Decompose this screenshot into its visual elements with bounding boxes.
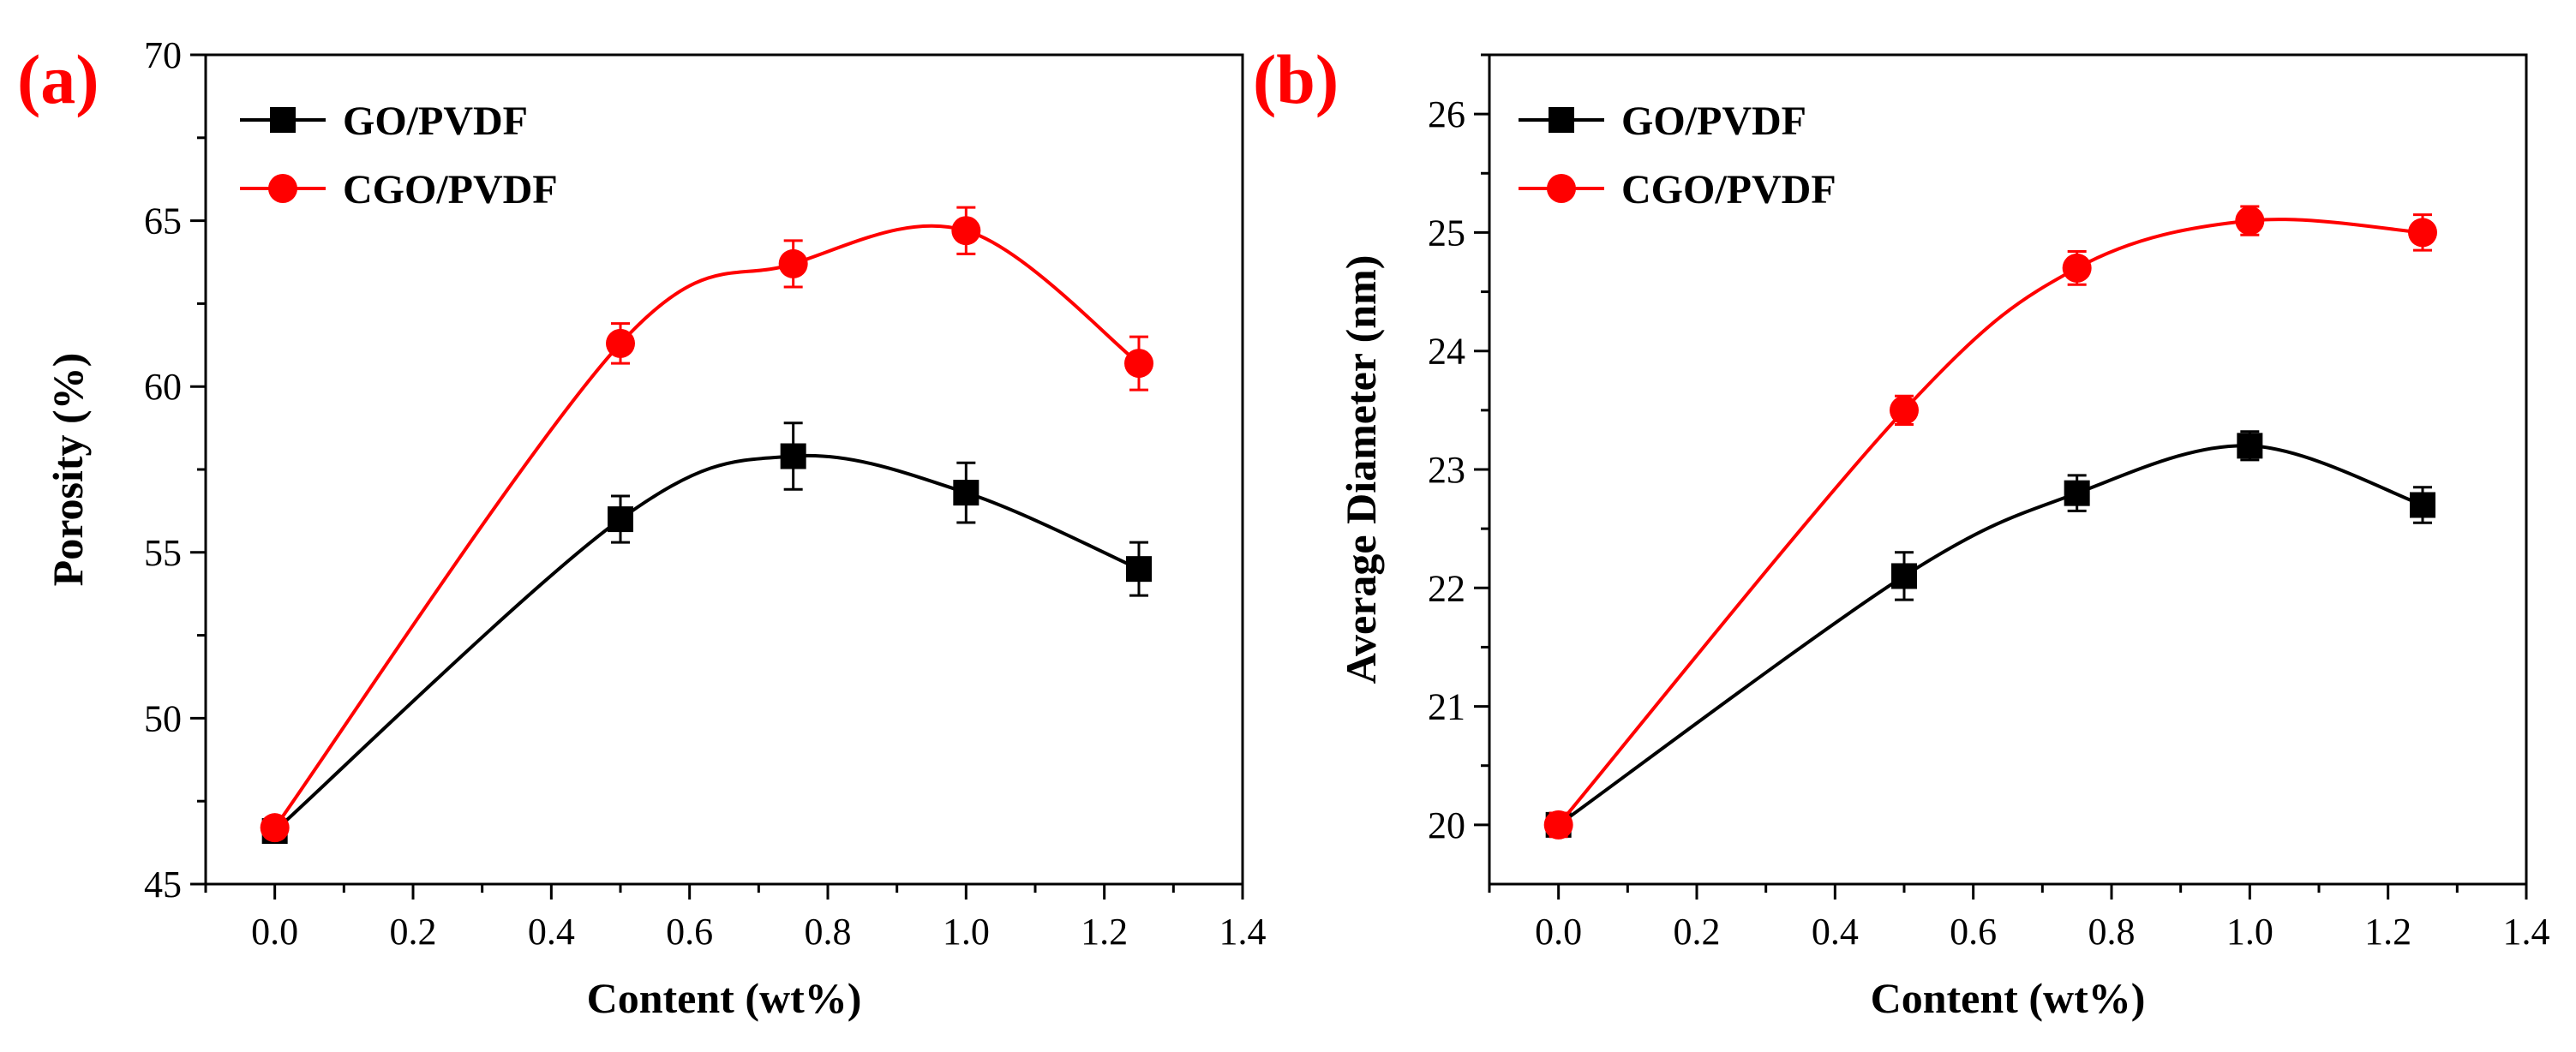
series-line bbox=[273, 453, 1140, 833]
series-line bbox=[1557, 444, 2423, 827]
data-point-square bbox=[2410, 492, 2435, 518]
y-tick-label: 20 bbox=[1428, 804, 1465, 846]
data-point-circle bbox=[2408, 218, 2437, 248]
legend-entry: GO/PVDF bbox=[1519, 99, 1806, 144]
y-tick-label: 25 bbox=[1428, 212, 1465, 254]
x-tick-label: 0.8 bbox=[805, 911, 852, 953]
data-point-square bbox=[1126, 556, 1152, 583]
x-axis-title: Content (wt%) bbox=[1871, 974, 2146, 1022]
series-line bbox=[273, 224, 1141, 829]
legend-label: GO/PVDF bbox=[343, 99, 528, 144]
data-point-square bbox=[2237, 433, 2263, 459]
chart-panel-b: 0.0 0.2 0.4 0.6 0.8 1.0 1.2 1.4 20 21 22 23 24 25 26 Co… bbox=[1253, 40, 2550, 1022]
series-cgo-pvdf bbox=[260, 206, 1153, 843]
data-point-square bbox=[1891, 563, 1917, 589]
y-tick-label: 45 bbox=[144, 864, 182, 906]
x-tick-label: 1.2 bbox=[2364, 911, 2411, 953]
y-tick-label: 21 bbox=[1428, 686, 1465, 728]
data-point-circle bbox=[1543, 810, 1573, 840]
y-tick-label: 55 bbox=[144, 532, 182, 574]
y-tick-label: 65 bbox=[144, 200, 182, 242]
x-tick-label: 0.6 bbox=[1950, 911, 1997, 953]
series-line bbox=[1557, 218, 2423, 827]
x-tick-label: 0.0 bbox=[1535, 911, 1582, 953]
data-point-circle bbox=[1890, 395, 1919, 425]
y-tick-label: 70 bbox=[144, 34, 182, 76]
data-point-circle bbox=[778, 248, 808, 278]
series-go-pvdf bbox=[261, 421, 1152, 845]
legend-label: CGO/PVDF bbox=[343, 167, 558, 212]
data-point-square bbox=[953, 480, 979, 506]
x-tick-label: 0.2 bbox=[1674, 911, 1721, 953]
y-tick-label: 60 bbox=[144, 366, 182, 408]
x-tick-label: 0.4 bbox=[528, 911, 575, 953]
x-tick-label: 1.2 bbox=[1081, 911, 1128, 953]
data-point-circle bbox=[2235, 206, 2265, 236]
chart-panel-a: 0.0 0.2 0.4 0.6 0.8 1.0 1.2 1.4 45 50 55 60 65 70 Cont… bbox=[17, 34, 1267, 1022]
y-axis-title: Average Diameter (nm) bbox=[1337, 255, 1385, 684]
x-tick-label: 0.8 bbox=[2088, 911, 2136, 953]
data-point-square bbox=[2064, 480, 2090, 506]
legend-marker-square bbox=[270, 107, 296, 133]
y-tick-label: 26 bbox=[1428, 93, 1465, 135]
legend-entry: CGO/PVDF bbox=[240, 167, 558, 212]
x-tick-label: 0.6 bbox=[666, 911, 713, 953]
x-tick-label: 0.2 bbox=[390, 911, 437, 953]
x-tick-label: 0.0 bbox=[251, 911, 298, 953]
data-point-square bbox=[608, 506, 633, 533]
data-point-circle bbox=[606, 328, 635, 358]
y-tick-label: 50 bbox=[144, 697, 182, 739]
series-cgo-pvdf bbox=[1543, 205, 2437, 840]
x-tick-label: 0.4 bbox=[1812, 911, 1859, 953]
legend-marker-square bbox=[1549, 107, 1574, 133]
data-point-circle bbox=[2062, 253, 2092, 283]
legend-entry: CGO/PVDF bbox=[1519, 167, 1836, 212]
x-tick-label: 1.4 bbox=[1219, 911, 1267, 953]
series-go-pvdf bbox=[1545, 430, 2435, 839]
legend-marker-circle bbox=[1547, 174, 1576, 203]
legend-entry: GO/PVDF bbox=[240, 99, 528, 144]
y-tick-label: 23 bbox=[1428, 449, 1465, 491]
x-tick-label: 1.0 bbox=[2226, 911, 2273, 953]
panel-label: (a) bbox=[17, 40, 99, 118]
legend-label: GO/PVDF bbox=[1621, 99, 1806, 144]
y-tick-label: 24 bbox=[1428, 331, 1465, 373]
x-axis-title: Content (wt%) bbox=[587, 974, 862, 1022]
data-point-circle bbox=[260, 813, 290, 843]
x-tick-label: 1.4 bbox=[2503, 911, 2550, 953]
legend-label: CGO/PVDF bbox=[1621, 167, 1836, 212]
y-tick-label: 22 bbox=[1428, 567, 1465, 609]
x-tick-label: 1.0 bbox=[943, 911, 990, 953]
data-point-circle bbox=[1124, 349, 1153, 379]
data-point-square bbox=[780, 443, 806, 469]
data-point-circle bbox=[951, 216, 981, 246]
panel-label: (b) bbox=[1253, 40, 1339, 118]
y-axis-title: Porosity (%) bbox=[44, 353, 92, 587]
legend-marker-circle bbox=[268, 174, 297, 203]
